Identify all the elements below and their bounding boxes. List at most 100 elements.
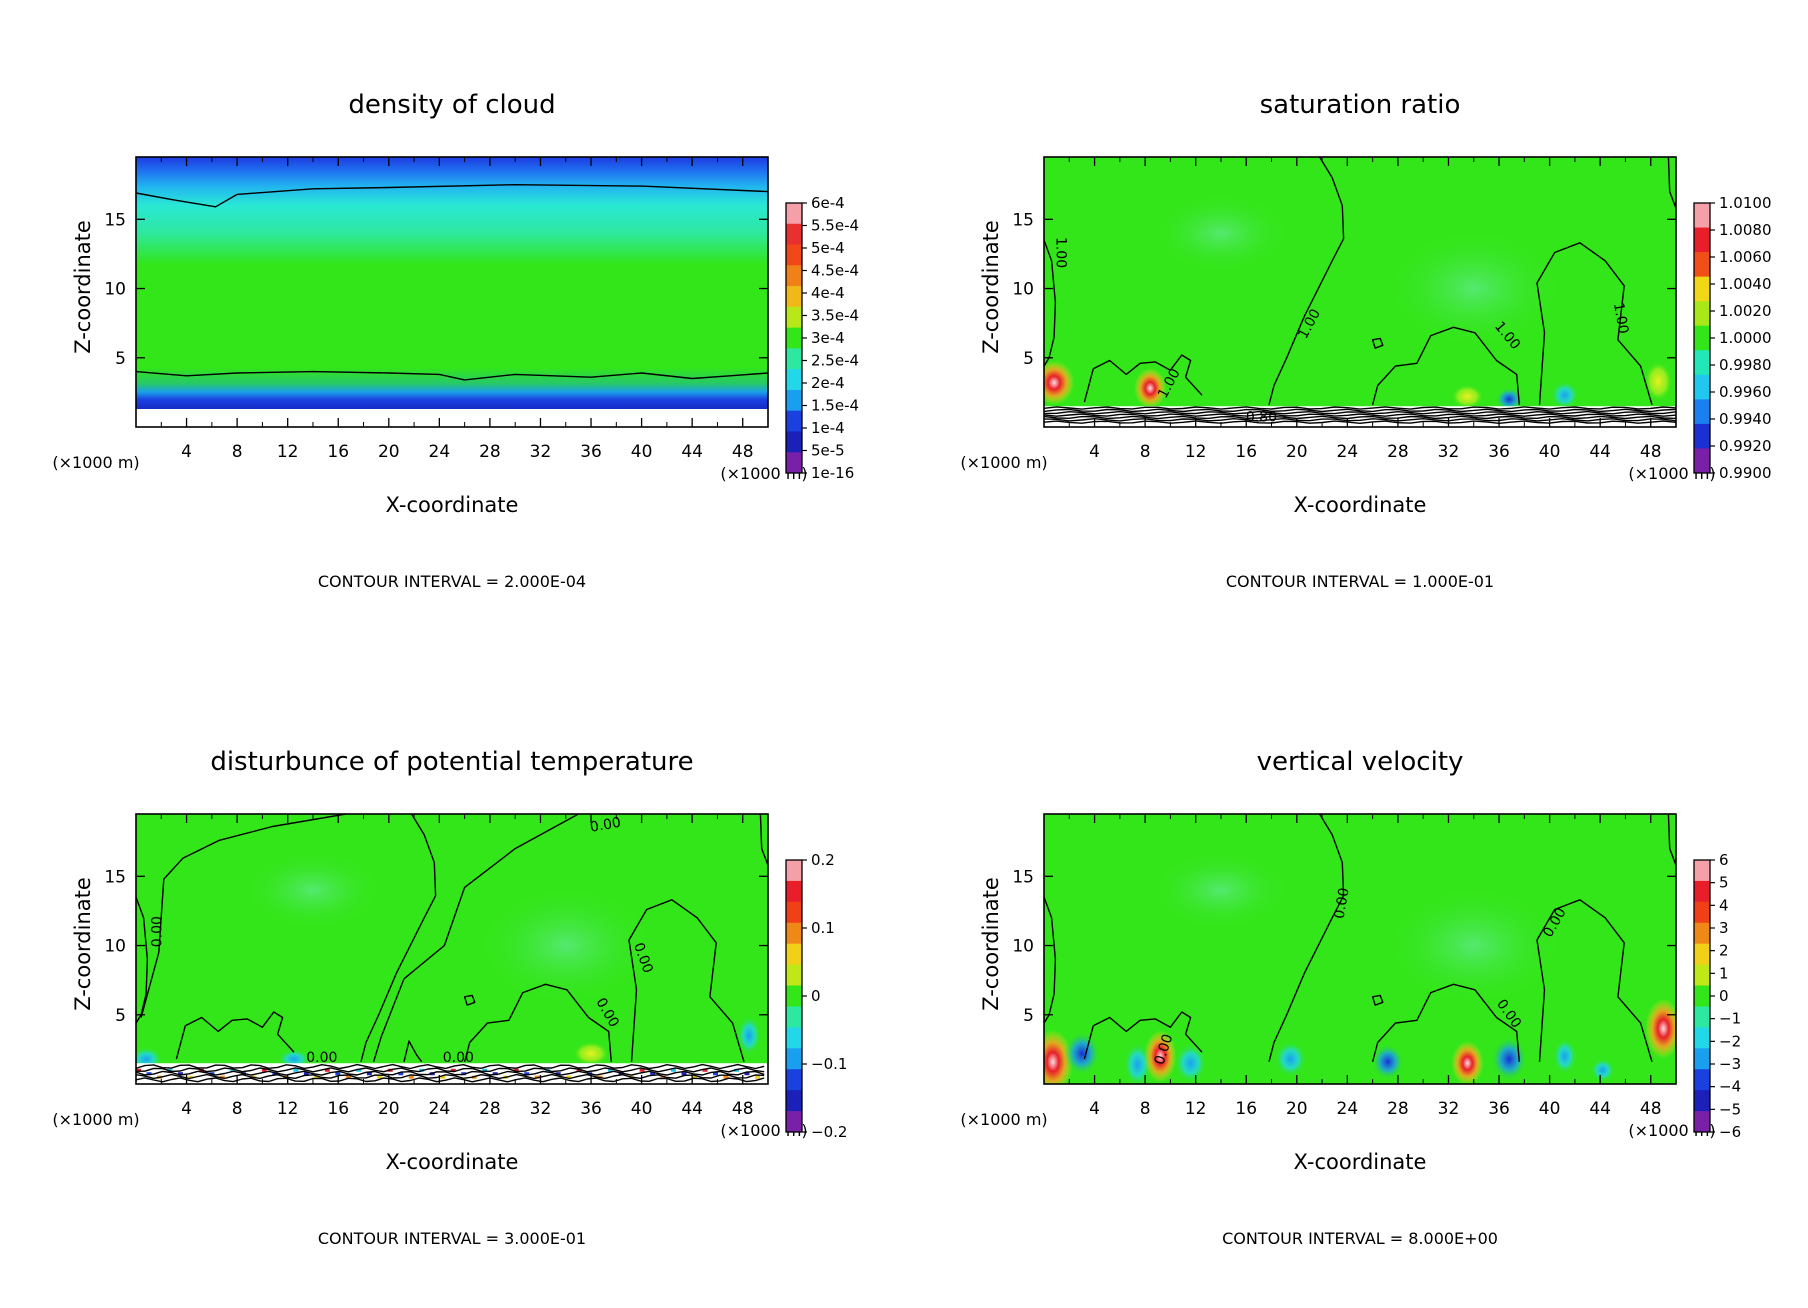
field-extreme xyxy=(1644,361,1673,402)
panel-title: vertical velocity xyxy=(1257,747,1464,777)
x-tick-label: 44 xyxy=(1589,1099,1611,1119)
panel-4: 0.000.000.000.004 8 12 16 20 24 28 32 36 40 44 4851… xyxy=(960,747,1741,1248)
panel-2: 1.001.001.001.001.000.804 8 12 16 20 24 28 32 36… xyxy=(960,90,1771,591)
colorbar-swatch xyxy=(786,410,802,432)
colorbar-swatch xyxy=(1694,203,1710,229)
colorbar-label: −0.2 xyxy=(811,1123,847,1141)
field-extreme xyxy=(1274,1041,1307,1078)
x-tick-label: 40 xyxy=(1539,442,1561,462)
x-tick-label: 20 xyxy=(1286,442,1308,462)
colorbar-label: 1e-4 xyxy=(811,419,845,437)
x-tick-label: 8 xyxy=(1140,1099,1151,1119)
contour-line xyxy=(403,1040,423,1063)
colorbar-label: 0.2 xyxy=(811,851,835,869)
ground-noise xyxy=(482,1068,488,1072)
colorbar-label: −3 xyxy=(1719,1055,1741,1073)
y-tick-label: 5 xyxy=(1023,349,1034,369)
contour-line xyxy=(463,983,612,1062)
colorbar: 0.2 0.1 0 −0.1 −0.2 xyxy=(785,851,847,1141)
contour-label: 1.00 xyxy=(1610,302,1631,335)
contour-line xyxy=(1371,326,1520,405)
panel-3: 0.000.000.000.000.00 0.004 8 12 16 20 24 28 32 36… xyxy=(52,747,847,1248)
ground-noise xyxy=(692,1075,698,1079)
colorbar-swatch xyxy=(786,1090,802,1112)
x-axis-title: X-coordinate xyxy=(1294,1150,1427,1174)
ground-strip xyxy=(136,409,768,427)
ground-noise xyxy=(440,1075,446,1079)
contour-line xyxy=(1371,337,1384,349)
y-axis-title: Z-coordinate xyxy=(71,220,95,354)
colorbar-swatch xyxy=(1694,1048,1710,1070)
x-axis-title: X-coordinate xyxy=(1294,493,1427,517)
field-variation xyxy=(242,850,383,931)
x-tick-label: 44 xyxy=(1589,442,1611,462)
contour-interval-label: CONTOUR INTERVAL = 2.000E-04 xyxy=(318,572,586,591)
field-extreme xyxy=(1550,381,1579,410)
ground-noise xyxy=(744,1072,750,1076)
colorbar-swatch xyxy=(786,922,802,945)
contour-interval-label: CONTOUR INTERVAL = 8.000E+00 xyxy=(1222,1229,1498,1248)
colorbar-label: 1.0040 xyxy=(1719,275,1772,293)
colorbar-label: 0.9920 xyxy=(1719,437,1772,455)
field-extreme xyxy=(1451,384,1484,409)
colorbar: 6e-4 5.5e-4 5e-4 4.5e-4 4e-4 3.5e-4 3e-4 2.5e-4… xyxy=(785,194,859,482)
field-extreme xyxy=(1590,1058,1615,1083)
x-tick-label: 24 xyxy=(1337,442,1359,462)
colorbar-swatch xyxy=(1694,1006,1710,1028)
colorbar-swatch xyxy=(786,1111,802,1133)
colorbar-label: 0.9940 xyxy=(1719,410,1772,428)
ground-noise xyxy=(324,1068,330,1072)
x-tick-label: 4 xyxy=(1089,1099,1100,1119)
x-tick-label: 20 xyxy=(378,1099,400,1119)
ground-noise xyxy=(136,1068,141,1072)
ground-noise xyxy=(398,1072,404,1076)
ground-noise xyxy=(524,1072,530,1076)
y-tick-label: 5 xyxy=(115,349,126,369)
ground-noise xyxy=(408,1075,414,1079)
contour-interval-label: CONTOUR INTERVAL = 3.000E-01 xyxy=(318,1229,586,1248)
contour-line xyxy=(463,994,476,1006)
contour-line xyxy=(1044,413,1676,417)
field-fill xyxy=(136,814,768,1084)
colorbar-label: 0.9900 xyxy=(1719,464,1772,482)
y-tick-label: 15 xyxy=(1012,210,1034,230)
x-tick-label: 28 xyxy=(479,442,501,462)
colorbar-swatch xyxy=(1694,1090,1710,1112)
contour-line xyxy=(1044,239,1057,367)
colorbar: 6 5 4 3 2 1 0 −1 −2 −3 −4 −5 −6 xyxy=(1693,851,1741,1141)
colorbar-swatch xyxy=(1694,399,1710,425)
contour-label: 0.00 xyxy=(306,1050,337,1066)
ground-noise xyxy=(314,1075,320,1079)
field-extreme xyxy=(1495,387,1524,412)
x-tick-label: 4 xyxy=(181,1099,192,1119)
plot-area xyxy=(136,157,768,427)
plot-area: 0.000.000.000.000.00 0.00 xyxy=(136,814,768,1084)
colorbar-swatch xyxy=(786,964,802,987)
colorbar-swatch xyxy=(1694,1069,1710,1091)
colorbar-swatch xyxy=(786,389,802,412)
ground-noise xyxy=(660,1075,666,1079)
y-tick-label: 10 xyxy=(1012,280,1034,300)
ground-noise xyxy=(261,1068,267,1072)
contour-line xyxy=(1044,896,1057,1024)
x-tick-label: 44 xyxy=(681,1099,703,1119)
colorbar-label: 1.0020 xyxy=(1719,302,1772,320)
colorbar-label: 0.9960 xyxy=(1719,383,1772,401)
colorbar-swatch xyxy=(786,306,802,329)
ground-noise xyxy=(272,1072,278,1076)
colorbar-label: 3 xyxy=(1719,919,1729,937)
ground-noise xyxy=(188,1075,194,1079)
y-tick-label: 10 xyxy=(104,937,126,957)
colorbar-label: 5.5e-4 xyxy=(811,217,859,235)
ground-noise xyxy=(639,1068,645,1072)
contour-label: 0.00 xyxy=(149,916,165,947)
contour-line xyxy=(1083,354,1203,403)
plot-frame xyxy=(135,813,769,1085)
colorbar-label: 1.0080 xyxy=(1719,221,1772,239)
x-tick-label: 8 xyxy=(232,1099,243,1119)
contour-line xyxy=(136,184,768,208)
plot-area: 1.001.001.001.001.000.80 xyxy=(1044,157,1676,427)
plot-frame xyxy=(1043,813,1677,1085)
field-extreme xyxy=(1044,360,1075,405)
colorbar-label: −0.1 xyxy=(811,1055,847,1073)
